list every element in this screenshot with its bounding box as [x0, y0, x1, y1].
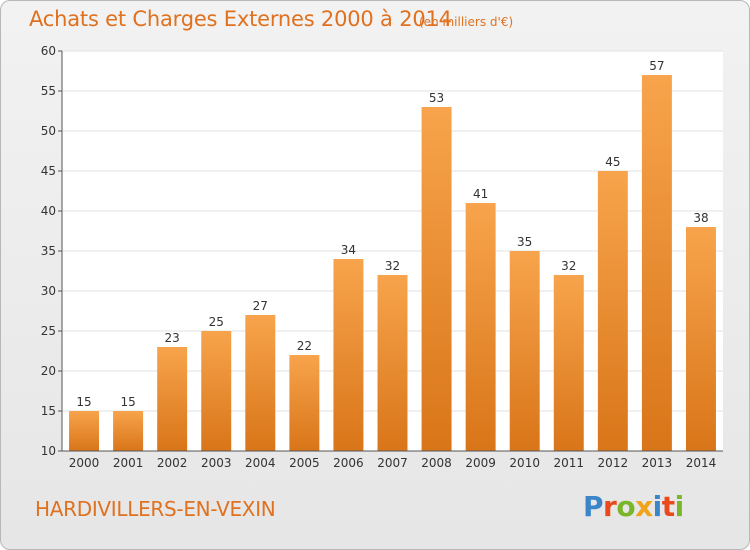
- bar-2000: [69, 411, 100, 451]
- y-tick-label: 60: [41, 44, 56, 58]
- data-label: 57: [649, 59, 664, 73]
- y-tick-label: 15: [41, 404, 56, 418]
- bar-2003: [201, 331, 232, 451]
- x-tick-label: 2012: [598, 456, 629, 470]
- data-label: 53: [429, 91, 444, 105]
- logo-letter: r: [603, 490, 617, 523]
- x-tick-label: 2005: [289, 456, 320, 470]
- bar-2013: [641, 75, 672, 451]
- bar-2005: [289, 355, 320, 451]
- bar-2009: [465, 203, 496, 451]
- chart-subtitle: (en milliers d'€): [419, 15, 514, 29]
- bar-2006: [333, 259, 364, 451]
- logo-letter: o: [616, 490, 636, 523]
- data-label: 45: [605, 155, 620, 169]
- logo-letter: x: [635, 490, 653, 523]
- bar-2007: [377, 275, 408, 451]
- y-tick-label: 20: [41, 364, 56, 378]
- x-tick-label: 2007: [377, 456, 408, 470]
- bar-2001: [113, 411, 144, 451]
- data-label: 38: [693, 211, 708, 225]
- bar-2004: [245, 315, 276, 451]
- data-label: 32: [385, 259, 400, 273]
- logo-letter: P: [583, 490, 604, 523]
- logo-letter: i: [674, 490, 685, 523]
- x-tick-label: 2004: [245, 456, 276, 470]
- x-tick-label: 2000: [69, 456, 100, 470]
- data-label: 23: [165, 331, 180, 345]
- y-tick-label: 25: [41, 324, 56, 338]
- x-tick-label: 2014: [686, 456, 717, 470]
- x-tick-label: 2009: [465, 456, 496, 470]
- bar-2008: [421, 107, 452, 451]
- logo-letter: i: [652, 490, 663, 523]
- data-label: 32: [561, 259, 576, 273]
- bar-2010: [509, 251, 540, 451]
- bar-2002: [157, 347, 188, 451]
- x-tick-label: 2010: [509, 456, 540, 470]
- x-tick-label: 2001: [113, 456, 144, 470]
- proxiti-logo: Proxiti: [583, 490, 684, 523]
- x-tick-label: 2008: [421, 456, 452, 470]
- data-label: 15: [120, 395, 135, 409]
- y-tick-label: 50: [41, 124, 56, 138]
- y-tick-label: 55: [41, 84, 56, 98]
- data-label: 27: [253, 299, 268, 313]
- y-tick-label: 35: [41, 244, 56, 258]
- commune-name: HARDIVILLERS-EN-VEXIN: [35, 497, 276, 521]
- data-label: 41: [473, 187, 488, 201]
- y-tick-label: 10: [41, 444, 56, 458]
- chart-title: Achats et Charges Externes 2000 à 2014: [29, 7, 452, 31]
- x-tick-label: 2002: [157, 456, 188, 470]
- data-label: 25: [209, 315, 224, 329]
- y-tick-label: 45: [41, 164, 56, 178]
- bar-2014: [685, 227, 716, 451]
- y-tick-label: 30: [41, 284, 56, 298]
- data-label: 35: [517, 235, 532, 249]
- x-tick-label: 2013: [642, 456, 673, 470]
- x-tick-label: 2003: [201, 456, 232, 470]
- data-label: 15: [76, 395, 91, 409]
- x-tick-label: 2011: [553, 456, 584, 470]
- logo-letter: t: [661, 490, 675, 523]
- bar-2011: [553, 275, 584, 451]
- bar-2012: [597, 171, 628, 451]
- x-tick-label: 2006: [333, 456, 364, 470]
- y-tick-label: 40: [41, 204, 56, 218]
- data-label: 34: [341, 243, 356, 257]
- data-label: 22: [297, 339, 312, 353]
